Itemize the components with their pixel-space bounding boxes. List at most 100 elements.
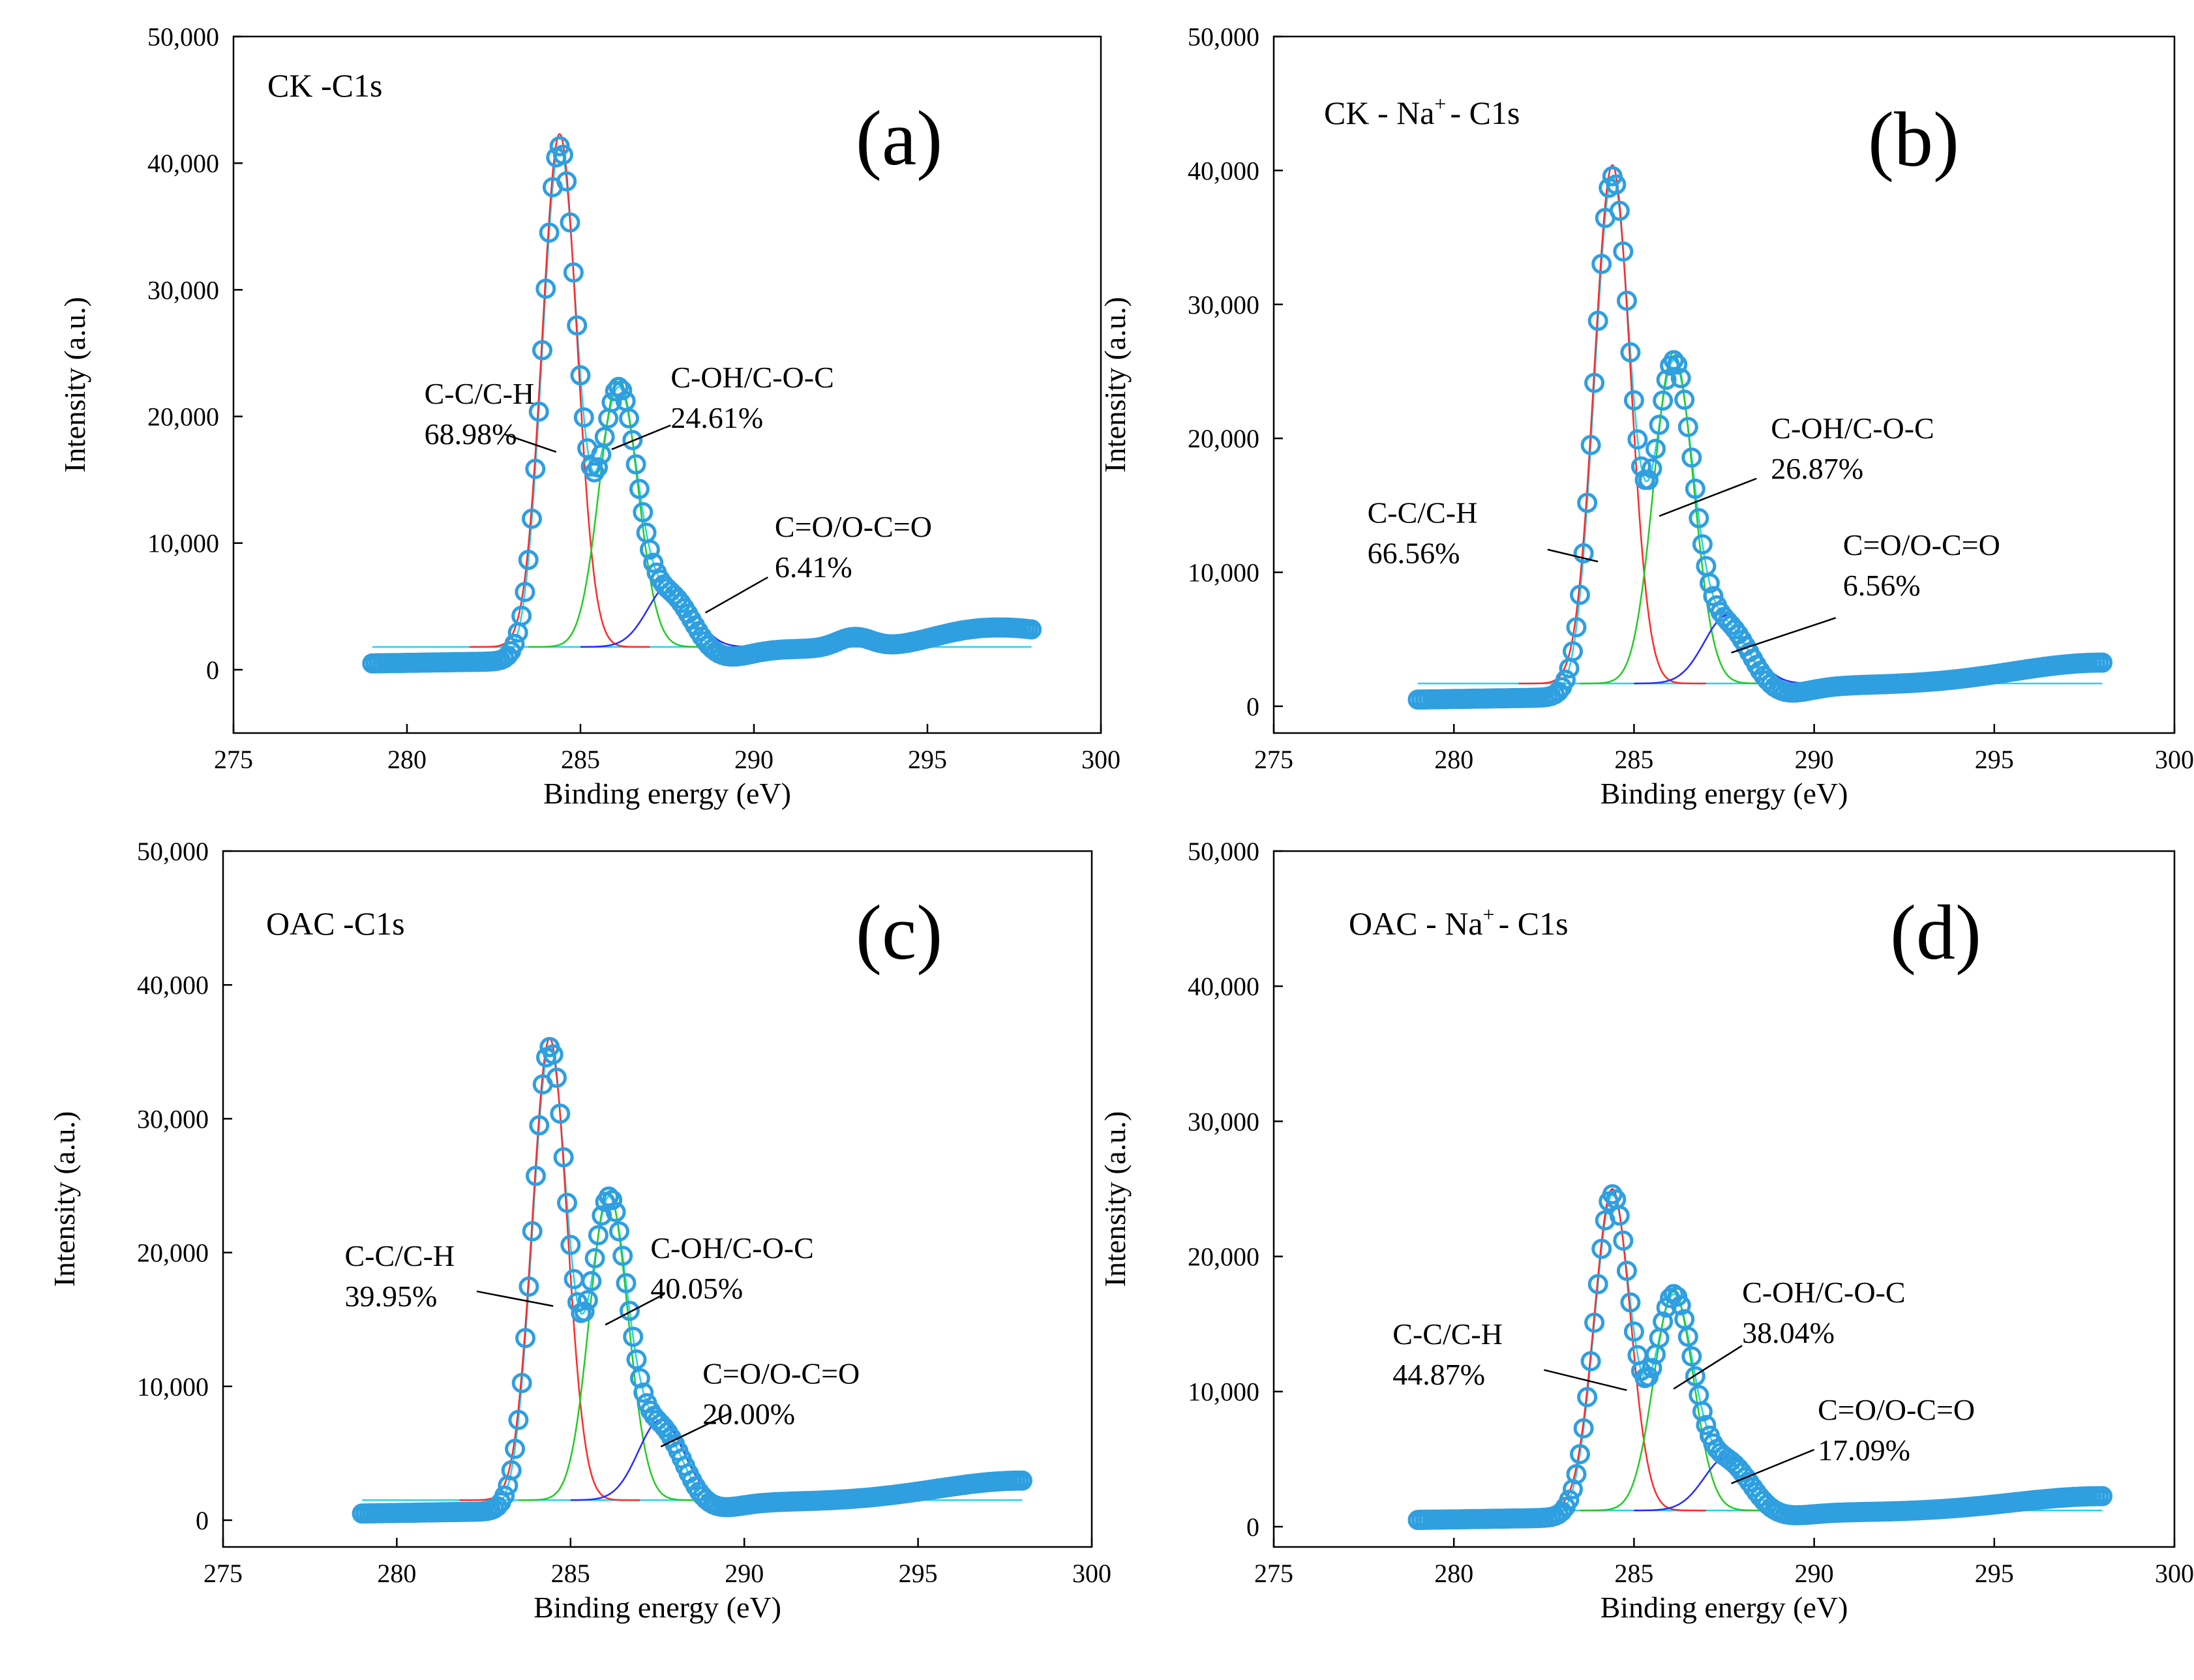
- data-point: [574, 1301, 595, 1322]
- data-point: [1591, 254, 1612, 275]
- data-point: [1692, 534, 1713, 555]
- data-point: [623, 1327, 644, 1347]
- data-point: [1649, 414, 1670, 435]
- data-point: [588, 1225, 609, 1246]
- y-tick-label: 20,000: [1188, 1242, 1259, 1272]
- data-point: [1627, 429, 1648, 450]
- data-point: [511, 1373, 532, 1394]
- annotation-leader-line: [1659, 477, 1757, 517]
- data-point: [1638, 470, 1659, 490]
- y-tick-label: 40,000: [1188, 156, 1259, 185]
- sample-label-superscript: +: [1483, 903, 1495, 926]
- annotation-component-name: C-C/C-H: [1392, 1317, 1503, 1351]
- y-tick-label: 20,000: [137, 1238, 209, 1268]
- annotation-leader-line: [503, 433, 557, 453]
- data-point: [1692, 1401, 1713, 1422]
- panel-letter: (a): [856, 95, 942, 181]
- x-tick-label: 300: [2155, 1559, 2194, 1588]
- data-point: [639, 539, 660, 560]
- sample-label: CK - Na+ - C1s: [1324, 92, 1520, 131]
- data-point: [2092, 1486, 2112, 1507]
- y-tick-label: 40,000: [147, 149, 219, 178]
- annotation-percent: 66.56%: [1368, 537, 1460, 570]
- data-point: [557, 1192, 577, 1213]
- x-tick-label: 290: [725, 1559, 764, 1588]
- data-point: [573, 407, 594, 428]
- data-point: [1591, 1238, 1612, 1259]
- chart-panel-d: 275 280 285 290 295 300 0 10,000 20,000 30,000 40,…: [1098, 837, 2194, 1624]
- data-point: [612, 1246, 633, 1267]
- y-tick-label: 50,000: [147, 22, 219, 52]
- x-tick-label: 290: [1795, 1559, 1834, 1588]
- y-tick-label: 40,000: [137, 970, 209, 1000]
- sample-label: OAC -C1s: [266, 905, 405, 942]
- x-tick-label: 275: [214, 745, 253, 774]
- x-tick-label: 300: [2155, 745, 2194, 774]
- data-point: [1606, 174, 1627, 195]
- data-point: [1573, 543, 1594, 563]
- data-markers: [362, 136, 1042, 674]
- data-point: [1555, 669, 1576, 690]
- data-point: [629, 479, 650, 500]
- data-point: [515, 582, 535, 603]
- annotation-percent: 39.95%: [344, 1280, 437, 1313]
- data-point: [1670, 1295, 1691, 1315]
- data-point: [529, 1115, 550, 1135]
- x-tick-label: 275: [203, 1559, 243, 1588]
- annotation-percent: 24.61%: [670, 401, 763, 434]
- data-point: [1584, 372, 1605, 393]
- data-point: [508, 1409, 529, 1430]
- data-point: [494, 1485, 515, 1506]
- annotation-component-name: C-C/C-H: [425, 377, 535, 410]
- data-point: [528, 401, 549, 422]
- y-tick-label: 10,000: [1188, 1377, 1259, 1407]
- data-point: [547, 1068, 567, 1088]
- data-point: [526, 1165, 546, 1186]
- data-point: [588, 457, 609, 478]
- annotation-component-name: C-C/C-H: [344, 1239, 455, 1272]
- data-point: [553, 1147, 574, 1167]
- y-tick-label: 10,000: [1188, 558, 1259, 588]
- data-point: [535, 278, 556, 299]
- annotation-percent: 26.87%: [1771, 452, 1863, 485]
- chart-panel-b: 275 280 285 290 295 300 0 10,000 20,000 30,000 40,…: [1098, 22, 2194, 810]
- data-point: [1623, 390, 1644, 411]
- annotation-leader-line: [605, 1293, 665, 1326]
- sample-label-suffix: - C1s: [1499, 905, 1569, 942]
- data-point: [501, 1460, 522, 1480]
- data-point: [633, 502, 654, 522]
- x-tick-label: 285: [1614, 1559, 1653, 1588]
- data-point: [1573, 1418, 1594, 1439]
- data-point: [1563, 641, 1583, 662]
- data-point: [1566, 1464, 1587, 1484]
- data-point: [1646, 438, 1666, 459]
- y-tick-label: 0: [206, 655, 219, 685]
- annotation-leader-line: [1544, 1369, 1627, 1391]
- data-point: [1577, 1387, 1598, 1407]
- data-point: [1021, 619, 1042, 640]
- data-point: [1703, 586, 1724, 607]
- data-markers: [352, 1037, 1032, 1524]
- y-axis-title: Intensity (a.u.): [48, 1111, 81, 1287]
- data-point: [1677, 1327, 1698, 1347]
- data-point: [1609, 200, 1630, 221]
- data-point: [1653, 1311, 1674, 1332]
- x-tick-label: 285: [1614, 745, 1653, 774]
- annotation-leader-line: [1673, 1345, 1743, 1390]
- annotation-percent: 17.09%: [1818, 1433, 1910, 1467]
- y-tick-label: 50,000: [1188, 22, 1259, 52]
- data-point: [560, 212, 580, 233]
- data-point: [584, 1248, 605, 1268]
- data-point: [505, 1439, 526, 1460]
- data-point: [1609, 1205, 1630, 1226]
- y-tick-label: 20,000: [147, 402, 219, 432]
- data-point: [1681, 447, 1702, 468]
- chart-panel-a: 275 280 285 290 295 300 0 10,000 20,000 30,000 40,…: [58, 22, 1120, 810]
- data-point: [1620, 1292, 1641, 1313]
- chart-panel-c: 275 280 285 290 295 300 0 10,000 20,000 30,000 40,…: [48, 837, 1111, 1624]
- data-point: [619, 408, 639, 428]
- x-tick-label: 295: [908, 745, 947, 774]
- x-tick-label: 290: [1795, 745, 1834, 774]
- x-tick-label: 285: [551, 1559, 590, 1588]
- data-point: [616, 1273, 637, 1293]
